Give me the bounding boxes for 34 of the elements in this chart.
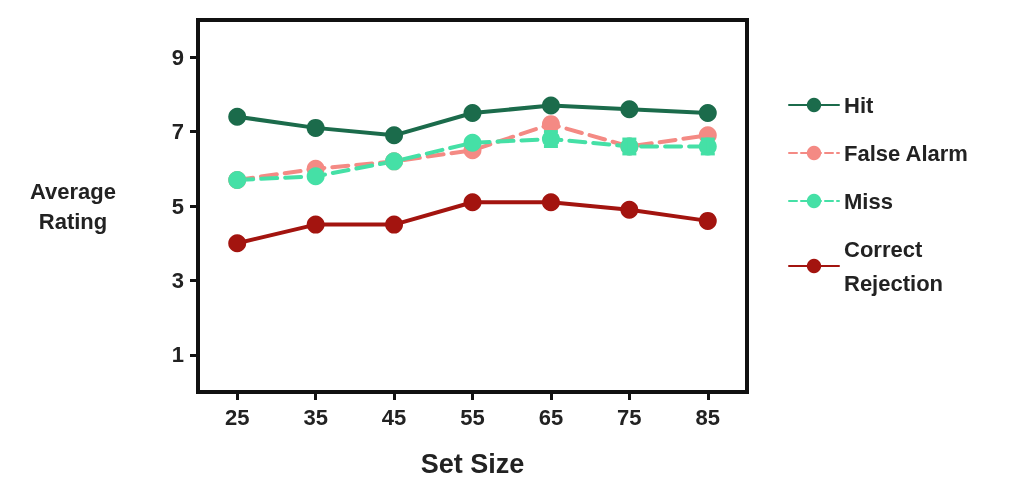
y-tick-label: 9 [171,44,184,70]
point [463,133,482,152]
point [385,215,404,234]
y-tick-label: 7 [171,119,184,145]
x-tick-label: 65 [538,404,564,430]
legend-label: Miss [844,188,893,214]
point [306,118,325,137]
y-tick-label: 5 [171,193,184,219]
point [620,200,639,219]
legend-label: False Alarm [844,140,968,166]
point [698,104,717,122]
point [541,193,560,212]
y-axis-title: Average Rating [29,178,117,234]
x-tick-label: 75 [617,404,642,430]
point [306,215,325,234]
point [463,104,482,122]
y-tick-label: 1 [171,342,184,368]
point [228,234,247,253]
x-tick-label: 45 [381,404,407,430]
point [306,167,325,186]
x-tick-label: 25 [224,404,250,430]
legend-label: Correct Rejection [844,236,944,296]
y-tick-label: 3 [171,267,184,293]
point [620,100,639,119]
point [463,193,482,212]
legend-label: Hit [844,92,874,118]
point [698,211,717,230]
x-axis-title: Set Size [420,448,525,479]
x-tick-label: 55 [460,404,485,430]
point [385,126,404,145]
point [541,96,560,115]
x-tick-label: 85 [695,404,721,430]
point [228,107,247,126]
x-tick-label: 35 [303,404,328,430]
